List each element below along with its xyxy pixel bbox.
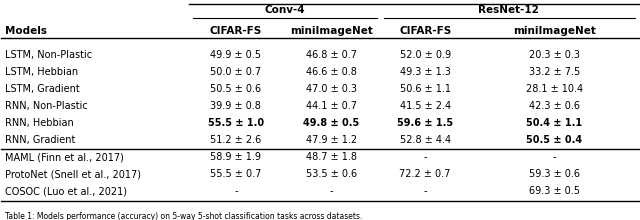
Text: CIFAR-FS: CIFAR-FS <box>399 26 451 36</box>
Text: 52.0 ± 0.9: 52.0 ± 0.9 <box>399 50 451 60</box>
Text: 53.5 ± 0.6: 53.5 ± 0.6 <box>306 169 357 179</box>
Text: 49.8 ± 0.5: 49.8 ± 0.5 <box>303 118 360 128</box>
Text: MAML (Finn et al., 2017): MAML (Finn et al., 2017) <box>4 152 124 162</box>
Text: LSTM, Non-Plastic: LSTM, Non-Plastic <box>4 50 92 60</box>
Text: 58.9 ± 1.9: 58.9 ± 1.9 <box>211 152 261 162</box>
Text: 47.9 ± 1.2: 47.9 ± 1.2 <box>306 135 357 145</box>
Text: Models: Models <box>4 26 47 36</box>
Text: 49.3 ± 1.3: 49.3 ± 1.3 <box>400 67 451 77</box>
Text: 20.3 ± 0.3: 20.3 ± 0.3 <box>529 50 580 60</box>
Text: RNN, Gradient: RNN, Gradient <box>4 135 75 145</box>
Text: 59.6 ± 1.5: 59.6 ± 1.5 <box>397 118 453 128</box>
Text: 48.7 ± 1.8: 48.7 ± 1.8 <box>306 152 357 162</box>
Text: 42.3 ± 0.6: 42.3 ± 0.6 <box>529 101 580 111</box>
Text: ResNet-12: ResNet-12 <box>477 4 538 15</box>
Text: Table 1: Models performance (accuracy) on 5-way 5-shot classification tasks acro: Table 1: Models performance (accuracy) o… <box>4 212 362 220</box>
Text: -: - <box>424 152 427 162</box>
Text: 41.5 ± 2.4: 41.5 ± 2.4 <box>399 101 451 111</box>
Text: RNN, Hebbian: RNN, Hebbian <box>4 118 74 128</box>
Text: 46.6 ± 0.8: 46.6 ± 0.8 <box>306 67 357 77</box>
Text: 52.8 ± 4.4: 52.8 ± 4.4 <box>399 135 451 145</box>
Text: miniImageNet: miniImageNet <box>290 26 373 36</box>
Text: miniImageNet: miniImageNet <box>513 26 596 36</box>
Text: COSOC (Luo et al., 2021): COSOC (Luo et al., 2021) <box>4 186 127 196</box>
Text: 49.9 ± 0.5: 49.9 ± 0.5 <box>211 50 261 60</box>
Text: 55.5 ± 1.0: 55.5 ± 1.0 <box>208 118 264 128</box>
Text: 39.9 ± 0.8: 39.9 ± 0.8 <box>211 101 261 111</box>
Text: -: - <box>424 186 427 196</box>
Text: Conv-4: Conv-4 <box>265 4 305 15</box>
Text: ProtoNet (Snell et al., 2017): ProtoNet (Snell et al., 2017) <box>4 169 141 179</box>
Text: 51.2 ± 2.6: 51.2 ± 2.6 <box>211 135 262 145</box>
Text: CIFAR-FS: CIFAR-FS <box>210 26 262 36</box>
Text: 55.5 ± 0.7: 55.5 ± 0.7 <box>210 169 262 179</box>
Text: 50.6 ± 1.1: 50.6 ± 1.1 <box>399 84 451 94</box>
Text: -: - <box>553 152 556 162</box>
Text: LSTM, Hebbian: LSTM, Hebbian <box>4 67 77 77</box>
Text: 50.4 ± 1.1: 50.4 ± 1.1 <box>527 118 582 128</box>
Text: 50.0 ± 0.7: 50.0 ± 0.7 <box>211 67 262 77</box>
Text: 33.2 ± 7.5: 33.2 ± 7.5 <box>529 67 580 77</box>
Text: 50.5 ± 0.4: 50.5 ± 0.4 <box>527 135 582 145</box>
Text: -: - <box>330 186 333 196</box>
Text: LSTM, Gradient: LSTM, Gradient <box>4 84 79 94</box>
Text: 44.1 ± 0.7: 44.1 ± 0.7 <box>306 101 357 111</box>
Text: 28.1 ± 10.4: 28.1 ± 10.4 <box>526 84 583 94</box>
Text: 72.2 ± 0.7: 72.2 ± 0.7 <box>399 169 451 179</box>
Text: 50.5 ± 0.6: 50.5 ± 0.6 <box>211 84 262 94</box>
Text: -: - <box>234 186 237 196</box>
Text: 59.3 ± 0.6: 59.3 ± 0.6 <box>529 169 580 179</box>
Text: RNN, Non-Plastic: RNN, Non-Plastic <box>4 101 87 111</box>
Text: 69.3 ± 0.5: 69.3 ± 0.5 <box>529 186 580 196</box>
Text: 46.8 ± 0.7: 46.8 ± 0.7 <box>306 50 357 60</box>
Text: 47.0 ± 0.3: 47.0 ± 0.3 <box>306 84 357 94</box>
